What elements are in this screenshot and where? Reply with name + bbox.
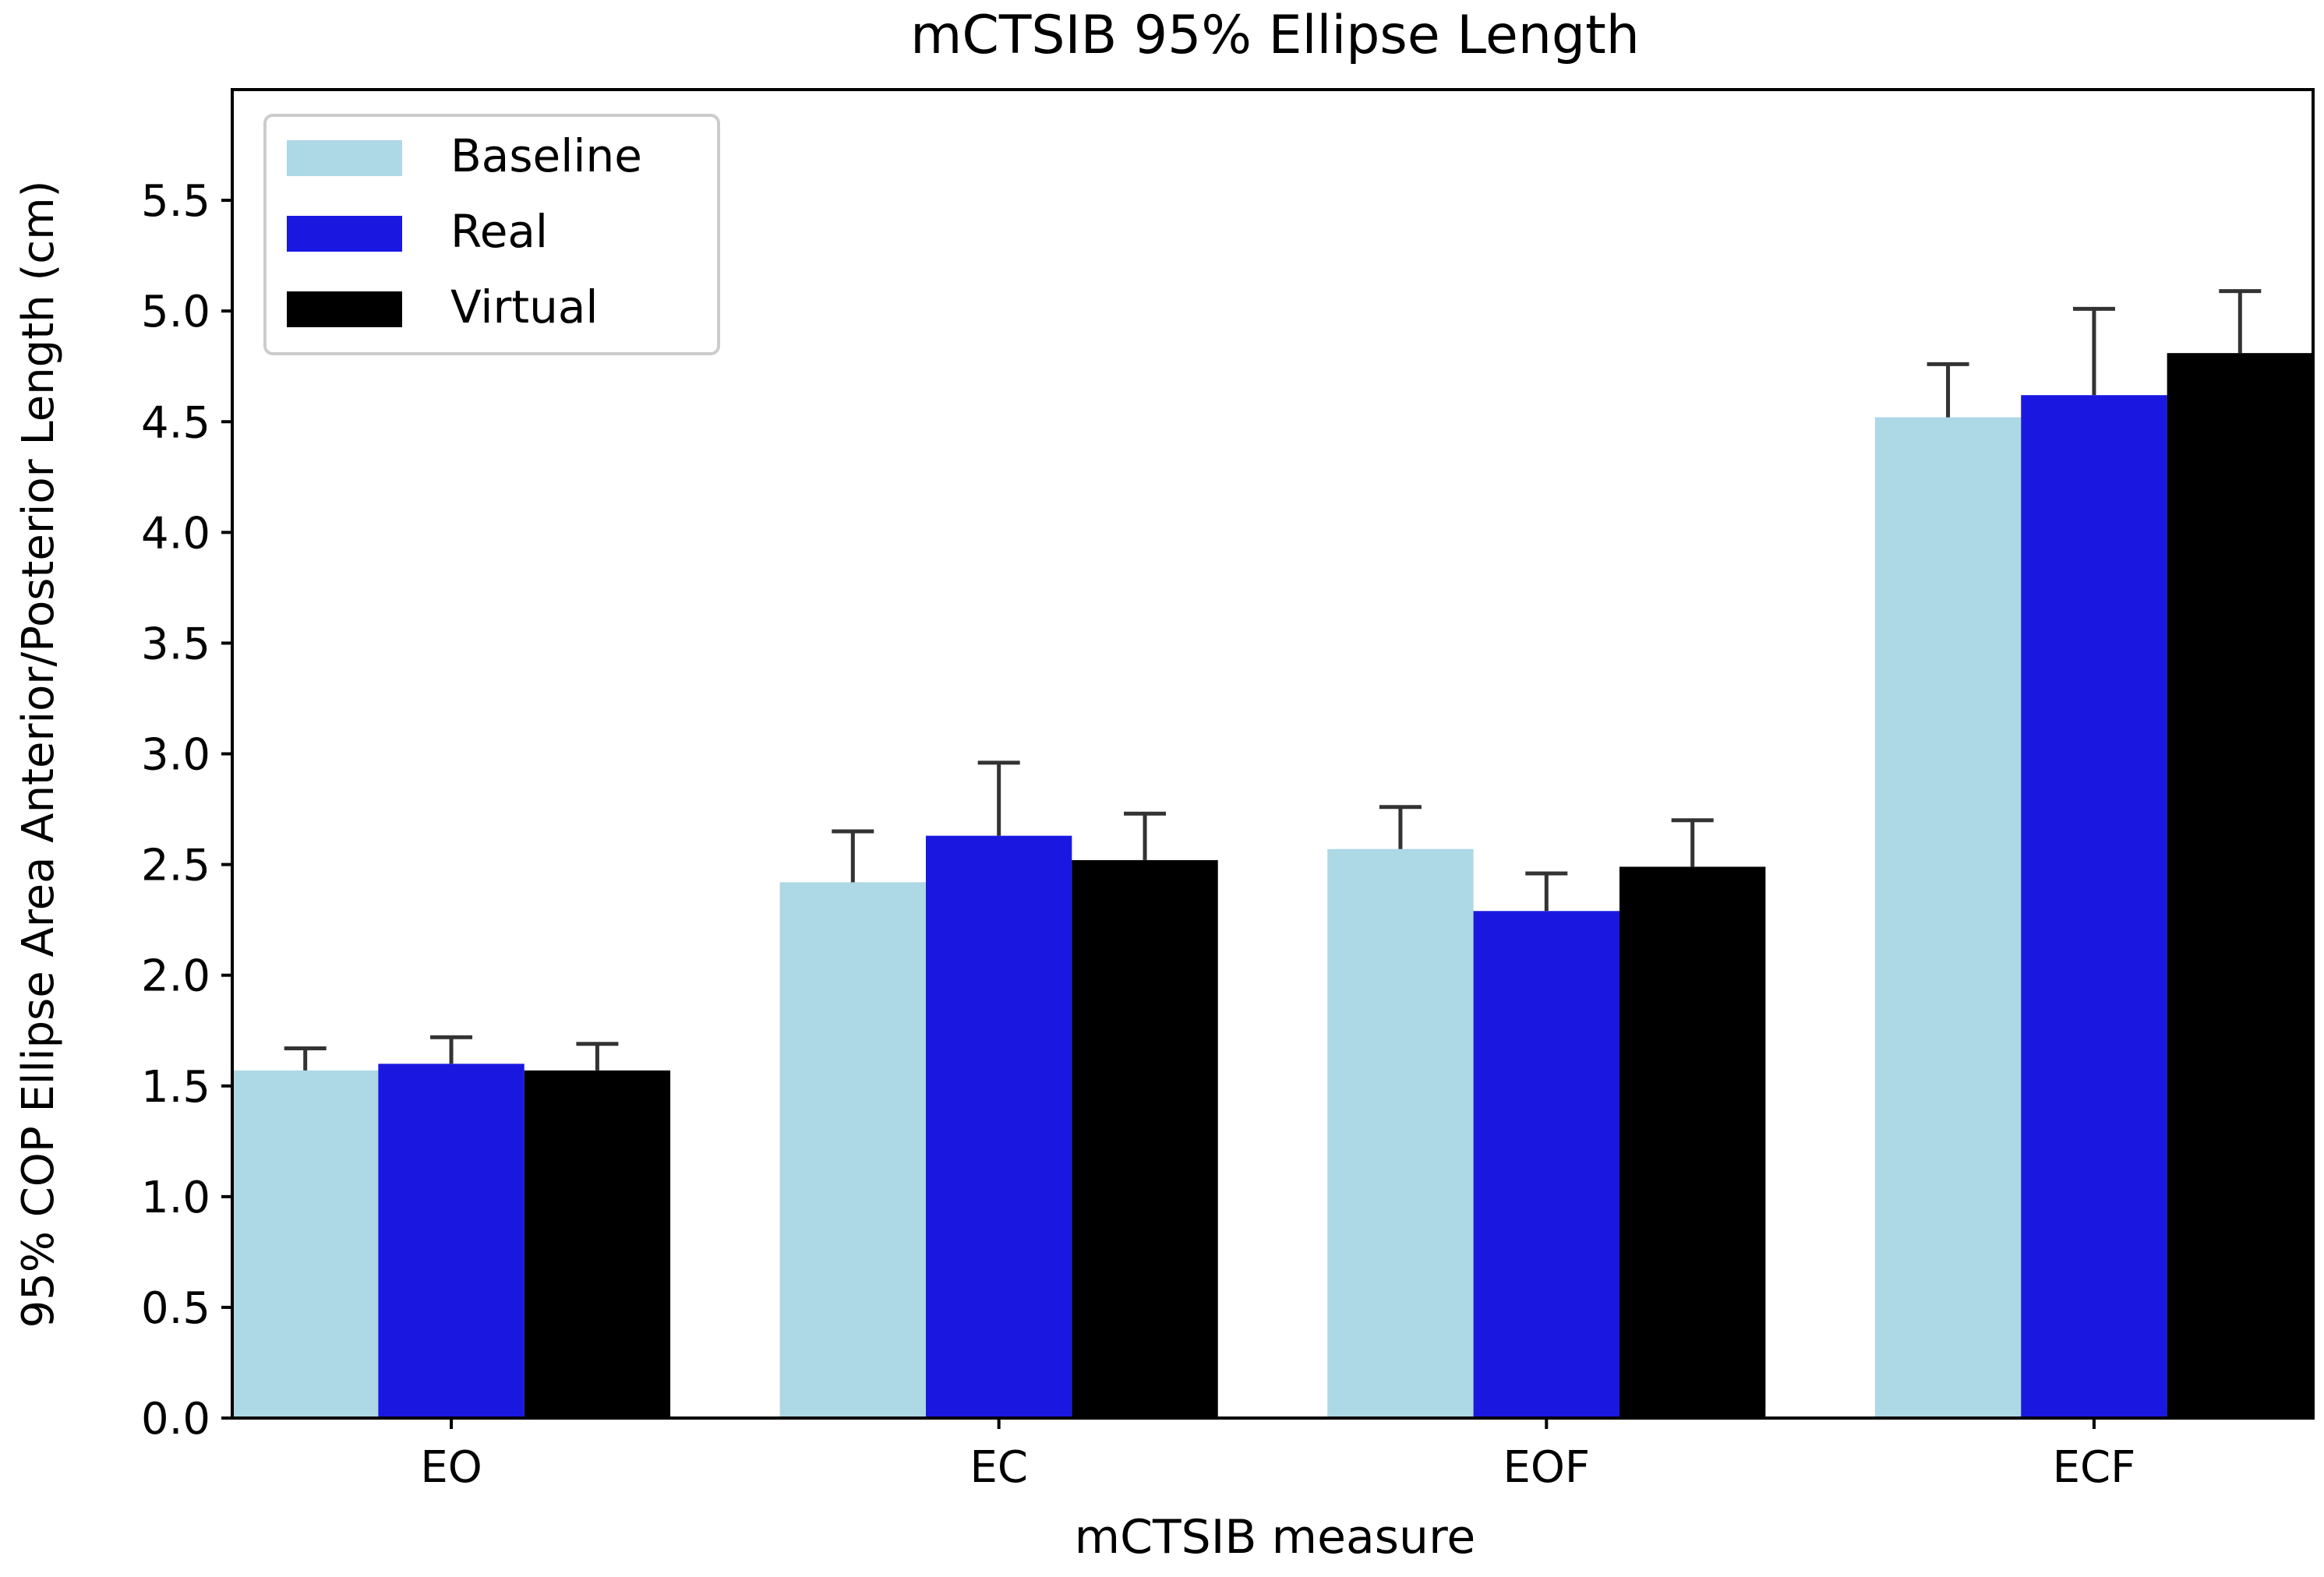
x-tick-label: EOF bbox=[1503, 1442, 1590, 1493]
error-bars-layer bbox=[284, 289, 2262, 1071]
legend-swatch-baseline bbox=[287, 140, 402, 176]
y-axis: 0.0 0.5 1.0 1.5 2.0 2.5 3.0 3.5 4.0 4.5 5.0 5.5 bbox=[141, 176, 232, 1445]
bar-real-ecf bbox=[2021, 395, 2167, 1418]
legend-swatch-virtual bbox=[287, 291, 402, 327]
x-tick-label: EC bbox=[970, 1442, 1027, 1493]
y-tick-label: 4.5 bbox=[141, 397, 210, 448]
y-tick-label: 0.0 bbox=[141, 1394, 210, 1445]
chart-title: mCTSIB 95% Ellipse Length bbox=[910, 5, 1640, 66]
bar-real-ec bbox=[926, 835, 1072, 1418]
y-tick-label: 0.5 bbox=[141, 1283, 210, 1334]
bar-baseline-eof bbox=[1327, 848, 1474, 1418]
legend-swatch-real bbox=[287, 216, 402, 252]
y-tick-label: 5.0 bbox=[141, 287, 210, 337]
x-tick-label: EO bbox=[420, 1442, 482, 1493]
legend-label-virtual: Virtual bbox=[450, 280, 599, 333]
y-tick-label: 5.5 bbox=[141, 176, 210, 227]
legend-label-real: Real bbox=[450, 205, 548, 258]
y-tick-label: 3.5 bbox=[141, 619, 210, 669]
bar-real-eo bbox=[378, 1064, 524, 1418]
x-axis-label: mCTSIB measure bbox=[1075, 1510, 1476, 1565]
bar-baseline-ec bbox=[779, 882, 926, 1418]
y-tick-label: 1.0 bbox=[141, 1173, 210, 1223]
y-axis-label: 95% COP Ellipse Area Anterior/Posterior … bbox=[13, 181, 64, 1328]
x-tick-label: ECF bbox=[2053, 1442, 2136, 1493]
bar-baseline-eo bbox=[232, 1070, 379, 1418]
x-axis: EO EC EOF ECF bbox=[420, 1418, 2135, 1493]
bar-virtual-ec bbox=[1072, 859, 1218, 1418]
y-tick-label: 3.0 bbox=[141, 730, 210, 781]
bar-virtual-eof bbox=[1619, 866, 1766, 1418]
y-tick-label: 2.5 bbox=[141, 841, 210, 891]
legend: Baseline Real Virtual bbox=[263, 114, 720, 355]
y-tick-label: 2.0 bbox=[141, 951, 210, 1002]
bar-virtual-eo bbox=[524, 1070, 671, 1418]
y-tick-label: 4.0 bbox=[141, 508, 210, 559]
bar-real-eof bbox=[1473, 911, 1619, 1418]
bars-layer bbox=[232, 353, 2313, 1418]
bar-baseline-ecf bbox=[1874, 417, 2022, 1418]
bar-virtual-ecf bbox=[2167, 353, 2313, 1418]
legend-label-baseline: Baseline bbox=[450, 129, 642, 182]
y-tick-label: 1.5 bbox=[141, 1062, 210, 1113]
